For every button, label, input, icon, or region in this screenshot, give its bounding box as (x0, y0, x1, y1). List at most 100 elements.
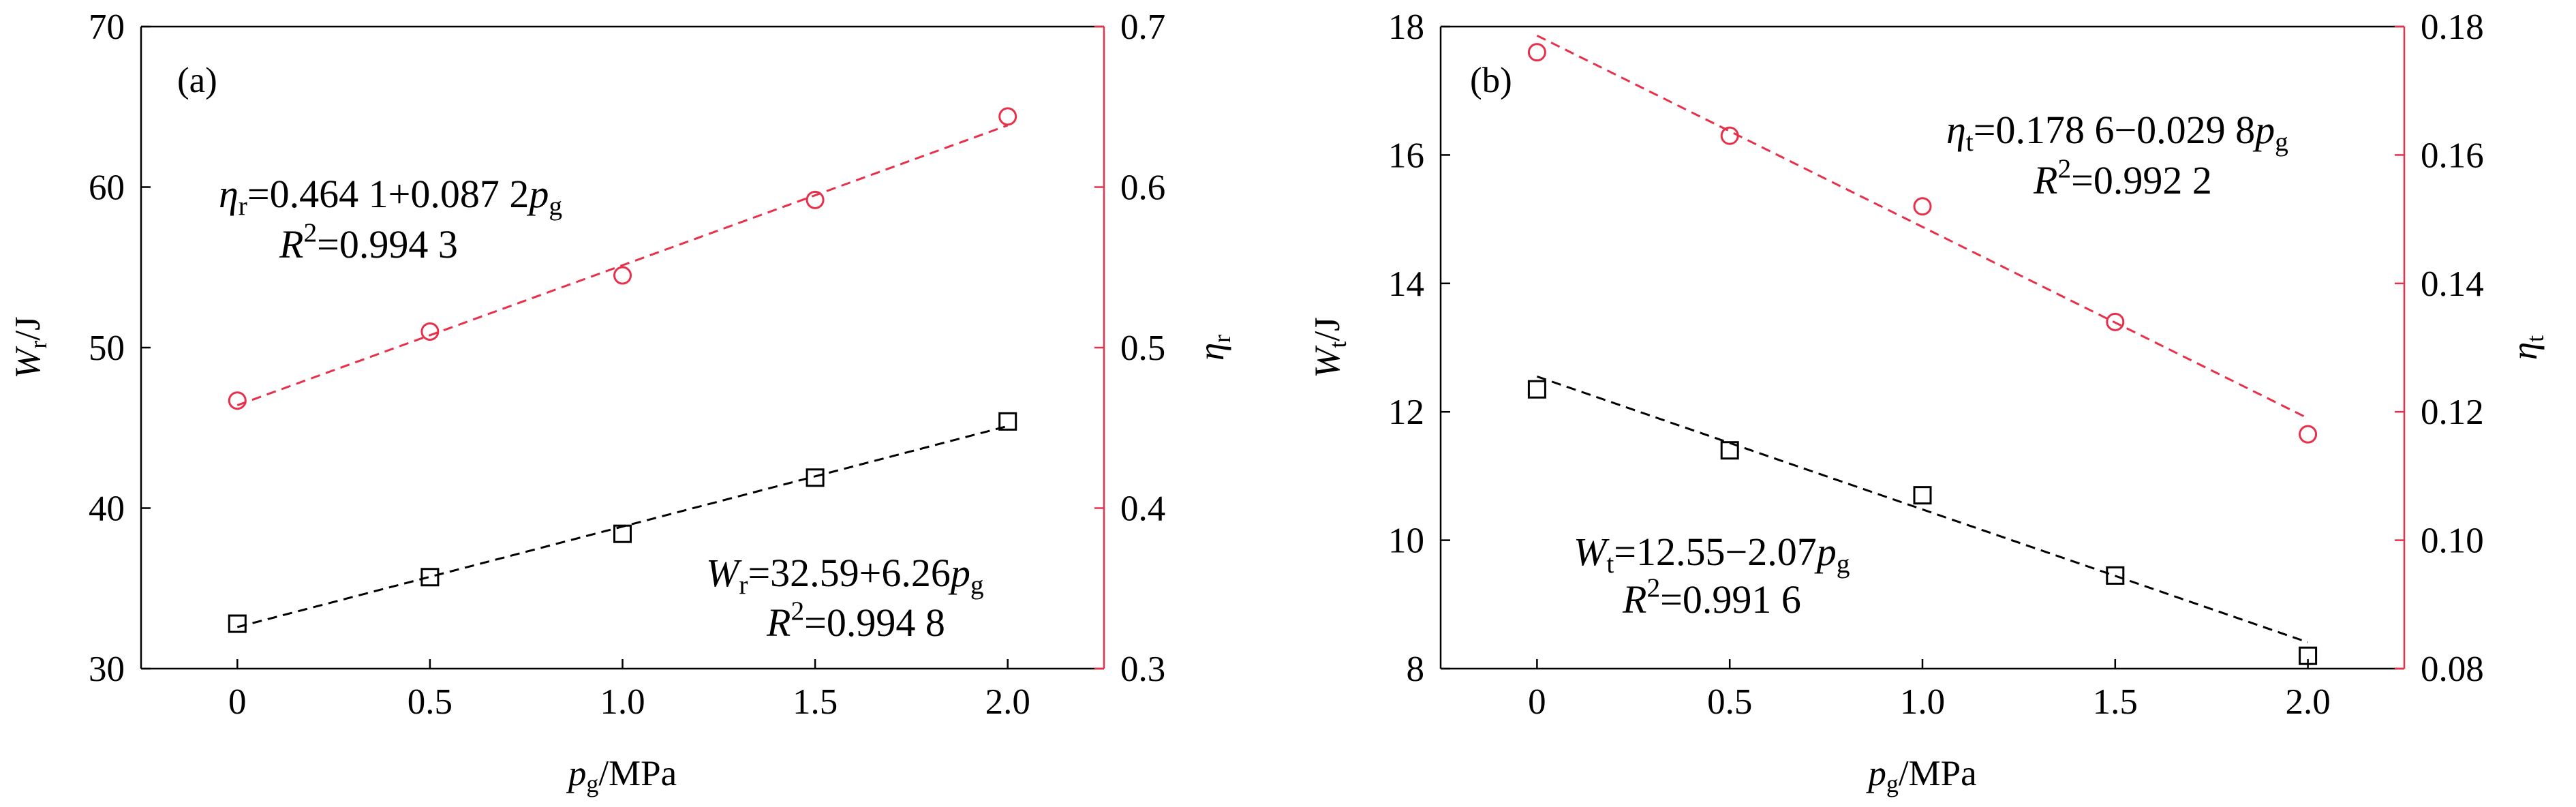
text-run: p (566, 754, 587, 793)
y2-tick-label: 0.5 (1120, 329, 1165, 368)
marker (228, 614, 247, 633)
text-run: p (948, 551, 970, 595)
fit-line (1536, 34, 2309, 419)
x-tick-label: 1.0 (600, 682, 645, 722)
annotation: ηt=0.178 6−0.029 8pg (1946, 108, 2288, 157)
text-run: r (1208, 335, 1236, 343)
text-run: =0.178 6−0.029 8 (1974, 108, 2255, 152)
y-tick-label: 18 (1388, 7, 1424, 47)
annotation: R2=0.991 6 (1622, 573, 1801, 622)
text-run: /MPa (598, 754, 677, 793)
annotation: R2=0.994 3 (279, 217, 458, 267)
x-tick-label: 0 (228, 682, 247, 722)
text-run: =0.994 8 (804, 600, 945, 645)
text-run: 2 (303, 217, 317, 247)
marker (420, 322, 440, 341)
text-run: 2 (2057, 153, 2071, 183)
text-run: 2 (791, 596, 804, 626)
marker (998, 412, 1017, 431)
text-run: η (219, 172, 239, 216)
panel-label: (a) (177, 61, 217, 100)
y2-tick-label: 0.12 (2421, 393, 2484, 432)
y2-tick-label: 0.6 (1120, 168, 1165, 208)
text-run: p (2252, 108, 2275, 152)
text-run: =32.59+6.26 (748, 551, 950, 595)
marker (2299, 646, 2318, 665)
x-tick-label: 0.5 (408, 682, 453, 722)
y2-tick-label: 0.4 (1120, 489, 1165, 529)
y-tick-label: 10 (1388, 521, 1424, 561)
y-tick-label: 8 (1407, 650, 1425, 689)
x-axis-label: pg/MPa (1865, 754, 1976, 797)
marker (420, 568, 440, 587)
text-run: /MPa (1899, 754, 1977, 793)
y-tick-label: 16 (1388, 136, 1424, 175)
marker (228, 391, 247, 410)
y2-tick-label: 0.3 (1120, 650, 1165, 689)
y2-tick-label: 0.14 (2421, 264, 2484, 304)
text-run: g (1837, 549, 1850, 579)
marker (998, 107, 1017, 126)
marker (1913, 197, 1932, 216)
y2-axis-label: ηr (1192, 335, 1236, 361)
y-axis-label: Wr/J (8, 316, 52, 379)
marker (2299, 425, 2318, 444)
marker (2106, 312, 2125, 331)
text-run: W (1308, 345, 1347, 378)
y2-tick-label: 0.16 (2421, 136, 2484, 175)
x-tick-label: 2.0 (985, 682, 1030, 722)
text-run: r (739, 570, 748, 600)
marker (806, 468, 825, 487)
text-run: g (549, 191, 562, 221)
text-run: η (2505, 342, 2545, 360)
marker (1720, 441, 1739, 460)
marker (613, 524, 632, 543)
text-run: g (2275, 127, 2288, 157)
text-run: p (1814, 530, 1837, 574)
text-run: /J (8, 316, 48, 340)
text-run: 2 (1646, 573, 1660, 603)
text-run: t (1966, 127, 1974, 157)
text-run: R (1622, 577, 1646, 622)
x-axis-label: pg/MPa (566, 754, 677, 797)
y-tick-label: 50 (89, 329, 125, 368)
x-tick-label: 1.5 (793, 682, 838, 722)
y-tick-label: 30 (89, 650, 125, 689)
text-run: p (526, 172, 549, 216)
marker (613, 266, 632, 285)
annotation: Wt=12.55−2.07pg (1574, 530, 1850, 579)
annotation: ηr=0.464 1+0.087 2pg (219, 172, 562, 221)
text-run: =0.464 1+0.087 2 (247, 172, 529, 216)
text-run: t (2521, 335, 2549, 342)
x-tick-label: 0.5 (1707, 682, 1752, 722)
text-run: R (2033, 158, 2057, 202)
annotation: R2=0.992 2 (2033, 153, 2212, 202)
text-run: W (8, 346, 48, 379)
text-run: p (1865, 754, 1886, 793)
y2-tick-label: 0.08 (2421, 650, 2484, 689)
text-run: R (766, 600, 791, 645)
text-run: g (1886, 770, 1899, 797)
text-run: W (1574, 530, 1610, 574)
x-tick-label: 0 (1528, 682, 1546, 722)
y2-tick-label: 0.7 (1120, 7, 1165, 47)
y-tick-label: 60 (89, 168, 125, 208)
text-run: =0.994 3 (317, 222, 458, 267)
x-tick-label: 1.5 (2093, 682, 2138, 722)
text-run: r (239, 191, 247, 221)
text-run: =0.992 2 (2071, 158, 2212, 202)
text-run: η (1946, 108, 1966, 152)
text-run: η (1192, 343, 1231, 361)
text-run: =0.991 6 (1660, 577, 1801, 622)
y-tick-label: 14 (1388, 264, 1424, 304)
y2-tick-label: 0.10 (2421, 521, 2484, 561)
y2-axis-label: ηt (2505, 335, 2549, 360)
y2-tick-label: 0.18 (2421, 7, 2484, 47)
y-tick-label: 40 (89, 489, 125, 529)
panel-label: (b) (1470, 61, 1512, 100)
y-tick-label: 12 (1388, 393, 1424, 432)
fit-line (236, 124, 1009, 406)
text-run: g (970, 570, 984, 600)
text-run: W (706, 551, 742, 595)
